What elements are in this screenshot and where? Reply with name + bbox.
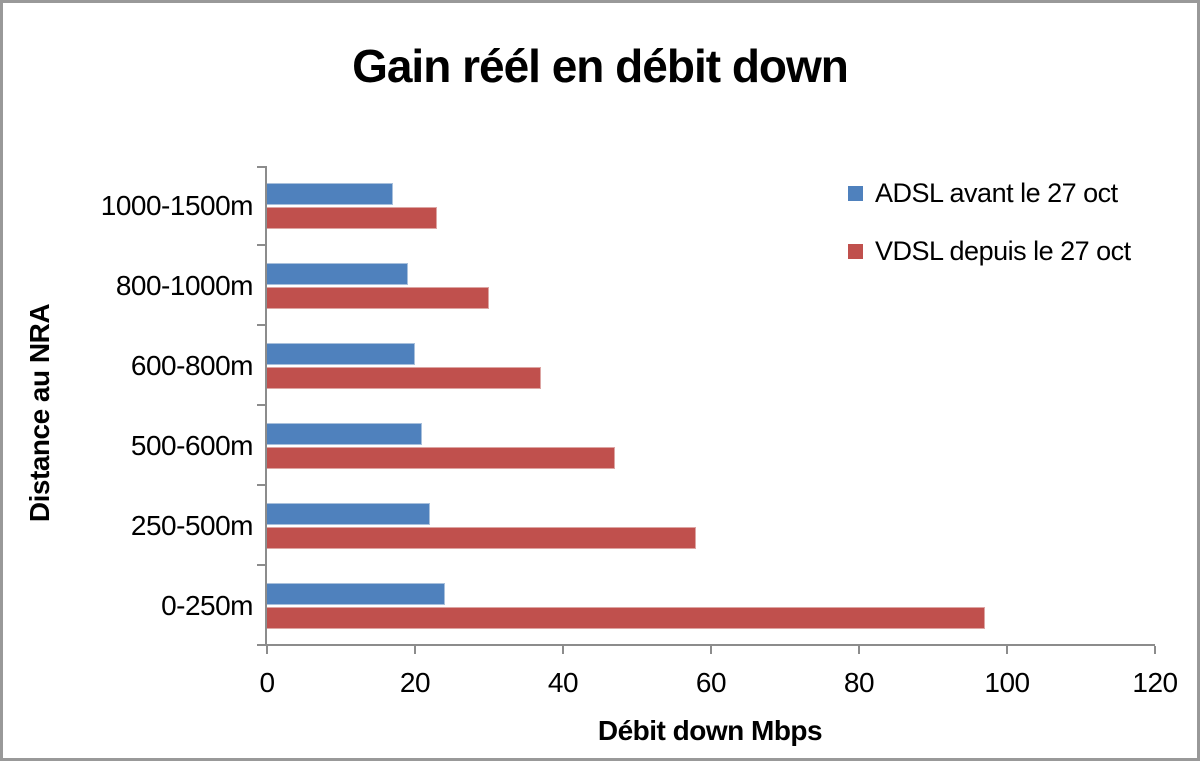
bar-series-0-cat-3 [267, 423, 423, 445]
plot-area [257, 166, 1156, 654]
bar-series-1-cat-0 [267, 207, 438, 229]
category-band-5 [267, 566, 1155, 646]
legend-label-0: ADSL avant le 27 oct [875, 177, 1118, 208]
bar-series-1-cat-2 [267, 367, 541, 389]
category-band-3 [267, 406, 1155, 486]
y-category-label-3: 500-600m [130, 430, 254, 461]
x-axis-tick-0 [266, 646, 268, 654]
legend-swatch-icon-1 [848, 243, 863, 259]
x-axis-tick-4 [857, 646, 860, 654]
x-axis-tick-1 [413, 646, 416, 654]
legend: ADSL avant le 27 oct VDSL depuis le 27 oc… [848, 177, 1131, 267]
bar-series-0-cat-5 [267, 583, 445, 605]
y-axis-tick-3 [257, 404, 265, 406]
bar-series-0-cat-2 [267, 343, 415, 365]
y-category-label-5: 0-250m [161, 590, 253, 621]
x-tick-label-2: 40 [547, 667, 579, 698]
x-tick-label-3: 60 [695, 667, 727, 698]
x-axis-tick-3 [710, 646, 712, 654]
x-axis-tick-2 [561, 646, 564, 654]
x-tick-label-5: 100 [984, 667, 1030, 698]
x-axis-tick-6 [1154, 646, 1156, 654]
x-axis-title: Débit down Mbps [597, 715, 823, 746]
bar-series-0-cat-1 [267, 263, 408, 285]
x-tick-label-6: 120 [1132, 667, 1178, 698]
bar-series-1-cat-1 [267, 287, 489, 309]
y-axis-tick-6 [257, 644, 265, 646]
category-labels: 1000-1500m 800-1000m 600-800m 500-600m 250-5… [3, 166, 254, 646]
y-axis-tick-5 [257, 564, 265, 566]
legend-swatch-icon-0 [848, 185, 863, 201]
x-axis-tick-5 [1006, 646, 1008, 654]
category-band-4 [267, 486, 1155, 566]
y-axis-tick-1 [257, 244, 265, 246]
x-tick-label-0: 0 [259, 667, 275, 698]
y-axis-tick-2 [257, 324, 265, 326]
bar-series-0-cat-0 [267, 183, 393, 205]
legend-item-1: VDSL depuis le 27 oct [848, 235, 1131, 267]
category-band-2 [267, 326, 1155, 406]
y-category-label-4: 250-500m [130, 510, 254, 541]
chart-title: Gain réél en débit down [352, 40, 849, 92]
x-tick-labels: 0 20 40 60 80 100 120 [259, 667, 1178, 701]
legend-label-1: VDSL depuis le 27 oct [875, 235, 1131, 266]
bar-series-1-cat-5 [267, 607, 985, 629]
bar-series-0-cat-4 [267, 503, 430, 525]
y-category-label-1: 800-1000m [115, 270, 254, 301]
y-category-label-2: 600-800m [130, 350, 254, 381]
bar-series-1-cat-4 [267, 527, 697, 549]
y-axis-tick-0 [257, 166, 265, 168]
legend-item-0: ADSL avant le 27 oct [848, 177, 1131, 209]
x-tick-label-4: 80 [843, 667, 875, 698]
category-band-0 [267, 166, 1155, 246]
y-axis-tick-4 [257, 484, 265, 486]
bar-series-1-cat-3 [267, 447, 615, 469]
category-band-1 [267, 246, 1155, 326]
y-category-label-0: 1000-1500m [100, 190, 254, 221]
x-tick-label-1: 20 [399, 667, 431, 698]
